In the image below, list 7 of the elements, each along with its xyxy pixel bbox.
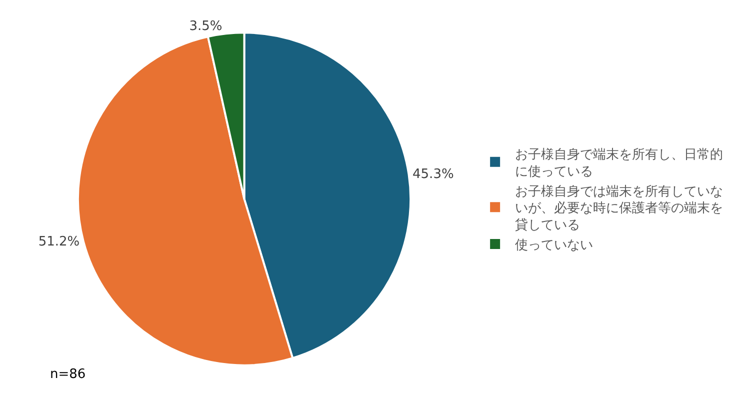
legend-label: お子様自身では端末を所有していないが、必要な時に保護者等の端末を貸している <box>515 184 724 234</box>
data-label: 45.3% <box>412 166 454 182</box>
legend-label: 使っていない <box>515 238 594 254</box>
legend-label: お子様自身で端末を所有し、日常的に使っている <box>515 148 724 180</box>
data-label: 3.5% <box>189 18 222 34</box>
data-label: 51.2% <box>38 234 80 250</box>
text: n=86 <box>50 367 86 382</box>
